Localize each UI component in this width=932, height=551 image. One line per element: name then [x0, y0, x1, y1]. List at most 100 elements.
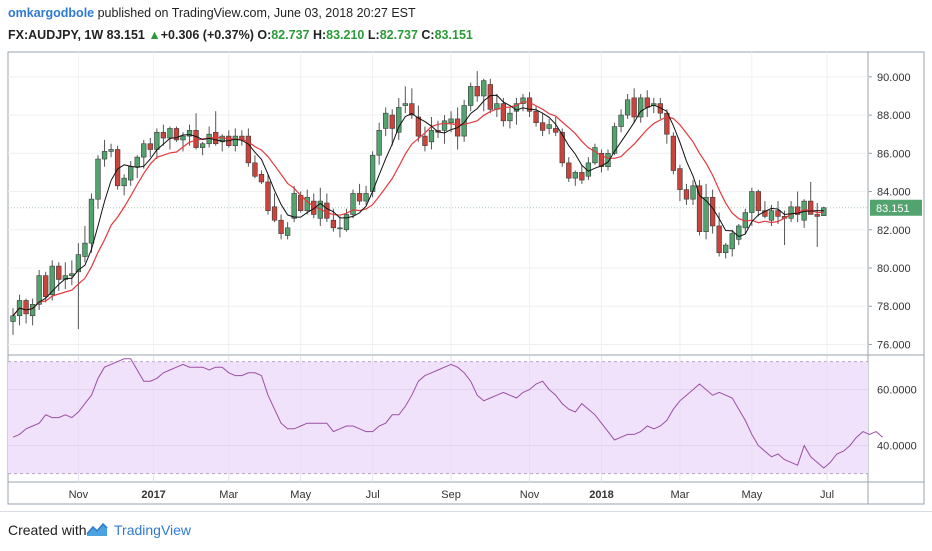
candle-body [513, 103, 520, 112]
tradingview-logo-icon [86, 522, 108, 536]
candle-body [252, 162, 258, 177]
candle-body [180, 135, 186, 141]
x-tick-label: Nov [69, 489, 89, 501]
candle-body [23, 300, 29, 315]
candle-body [638, 97, 644, 118]
candle-body [520, 97, 526, 104]
candle-body [415, 116, 422, 137]
high-value: 83.210 [326, 28, 365, 42]
candle-body [794, 206, 801, 215]
tradingview-link[interactable]: TradingView [114, 522, 192, 538]
candle-body [271, 206, 278, 221]
candle-body [526, 97, 533, 112]
candle-body [677, 168, 683, 190]
candle-body [546, 124, 552, 129]
candle-body [631, 97, 637, 118]
candle-body [43, 275, 49, 297]
rsi-tick-label: 60.0000 [877, 385, 917, 397]
candle-body [324, 202, 330, 219]
candle-body [448, 118, 454, 124]
candle-body [768, 210, 775, 221]
last-price-tag-label: 83.151 [876, 203, 910, 215]
created-with-label: Created with [8, 522, 87, 538]
price-change: +0.306 (+0.37%) [160, 28, 254, 42]
candle-body [232, 135, 238, 146]
candle-body [36, 275, 42, 305]
last-price-tag [870, 199, 922, 216]
candle-body [533, 110, 539, 124]
candle-body [154, 131, 160, 150]
rsi-tick-label: 40.0000 [877, 441, 917, 453]
candle-body [363, 193, 369, 202]
candle-body [559, 131, 565, 164]
candle-body [441, 120, 448, 131]
candle-body [95, 158, 101, 200]
candle-body [29, 304, 36, 317]
price-chart[interactable]: Nov 2017 Mar May Jul Sep Nov 2018 Mar May Jul 90.00… [0, 0, 932, 511]
y-tick-label: 90.000 [877, 72, 911, 84]
candle-body [618, 114, 624, 127]
open-label: O: [257, 28, 272, 42]
candle-body [167, 128, 173, 139]
candle-body [690, 185, 696, 200]
candle-body [56, 265, 62, 280]
candle-body [396, 107, 402, 133]
x-tick-label: May [741, 489, 762, 501]
y-tick-label: 82.000 [877, 225, 911, 237]
x-tick-label: Mar [670, 489, 689, 501]
candle-body [199, 143, 206, 148]
last-price: 83.151 [106, 28, 145, 42]
candle-body [592, 147, 598, 164]
candle-body [265, 181, 271, 211]
close-label: C: [421, 28, 435, 42]
candle-body [121, 177, 127, 187]
candle-body [461, 105, 467, 137]
open-value: 82.737 [271, 28, 310, 42]
candle-body [402, 103, 408, 106]
y-tick-label: 80.000 [877, 263, 911, 275]
candle-body [356, 193, 363, 202]
candle-body [258, 174, 265, 183]
candle-body [664, 112, 670, 135]
x-tick-label: May [290, 489, 311, 501]
candle-body [703, 196, 709, 232]
candle-body [539, 122, 546, 131]
candle-body [670, 135, 677, 171]
candle-body [82, 242, 88, 257]
candle-body [566, 162, 572, 179]
candle-body [611, 126, 618, 154]
candle-body [173, 128, 180, 141]
candle-body [657, 103, 663, 114]
symbol-label: FX:AUDJPY, 1W [8, 28, 104, 42]
candle-body [278, 219, 284, 234]
candle-body [343, 214, 350, 231]
x-tick-label: 2018 [589, 489, 613, 501]
candle-body [775, 210, 781, 217]
candle-body [749, 191, 755, 213]
slow-moving-average-line [12, 101, 824, 317]
y-tick-label: 86.000 [877, 148, 911, 160]
candle-body [147, 143, 153, 150]
author-link[interactable]: omkargodbole [8, 6, 95, 20]
candle-body [284, 227, 291, 236]
candle-body [762, 210, 768, 217]
candle-body [128, 166, 134, 181]
candle-body [553, 128, 559, 133]
rsi-line [12, 358, 883, 469]
candle-body [134, 156, 140, 167]
candle-body [723, 244, 729, 253]
candle-body [193, 130, 199, 148]
y-tick-label: 84.000 [877, 187, 911, 199]
candle-body [337, 227, 343, 230]
candle-body [409, 103, 415, 116]
candle-body [755, 191, 762, 211]
y-tick-label: 76.000 [877, 339, 911, 351]
up-arrow-icon: ▲ [148, 28, 161, 42]
publish-text: published on TradingView.com, June 03, 2… [94, 6, 416, 20]
candle-body [291, 193, 297, 219]
x-tick-label: Sep [441, 489, 461, 501]
candle-body [428, 130, 435, 143]
candle-body [788, 206, 794, 219]
publish-info: omkargodbole published on TradingView.co… [8, 6, 416, 20]
x-tick-label: 2017 [141, 489, 165, 501]
